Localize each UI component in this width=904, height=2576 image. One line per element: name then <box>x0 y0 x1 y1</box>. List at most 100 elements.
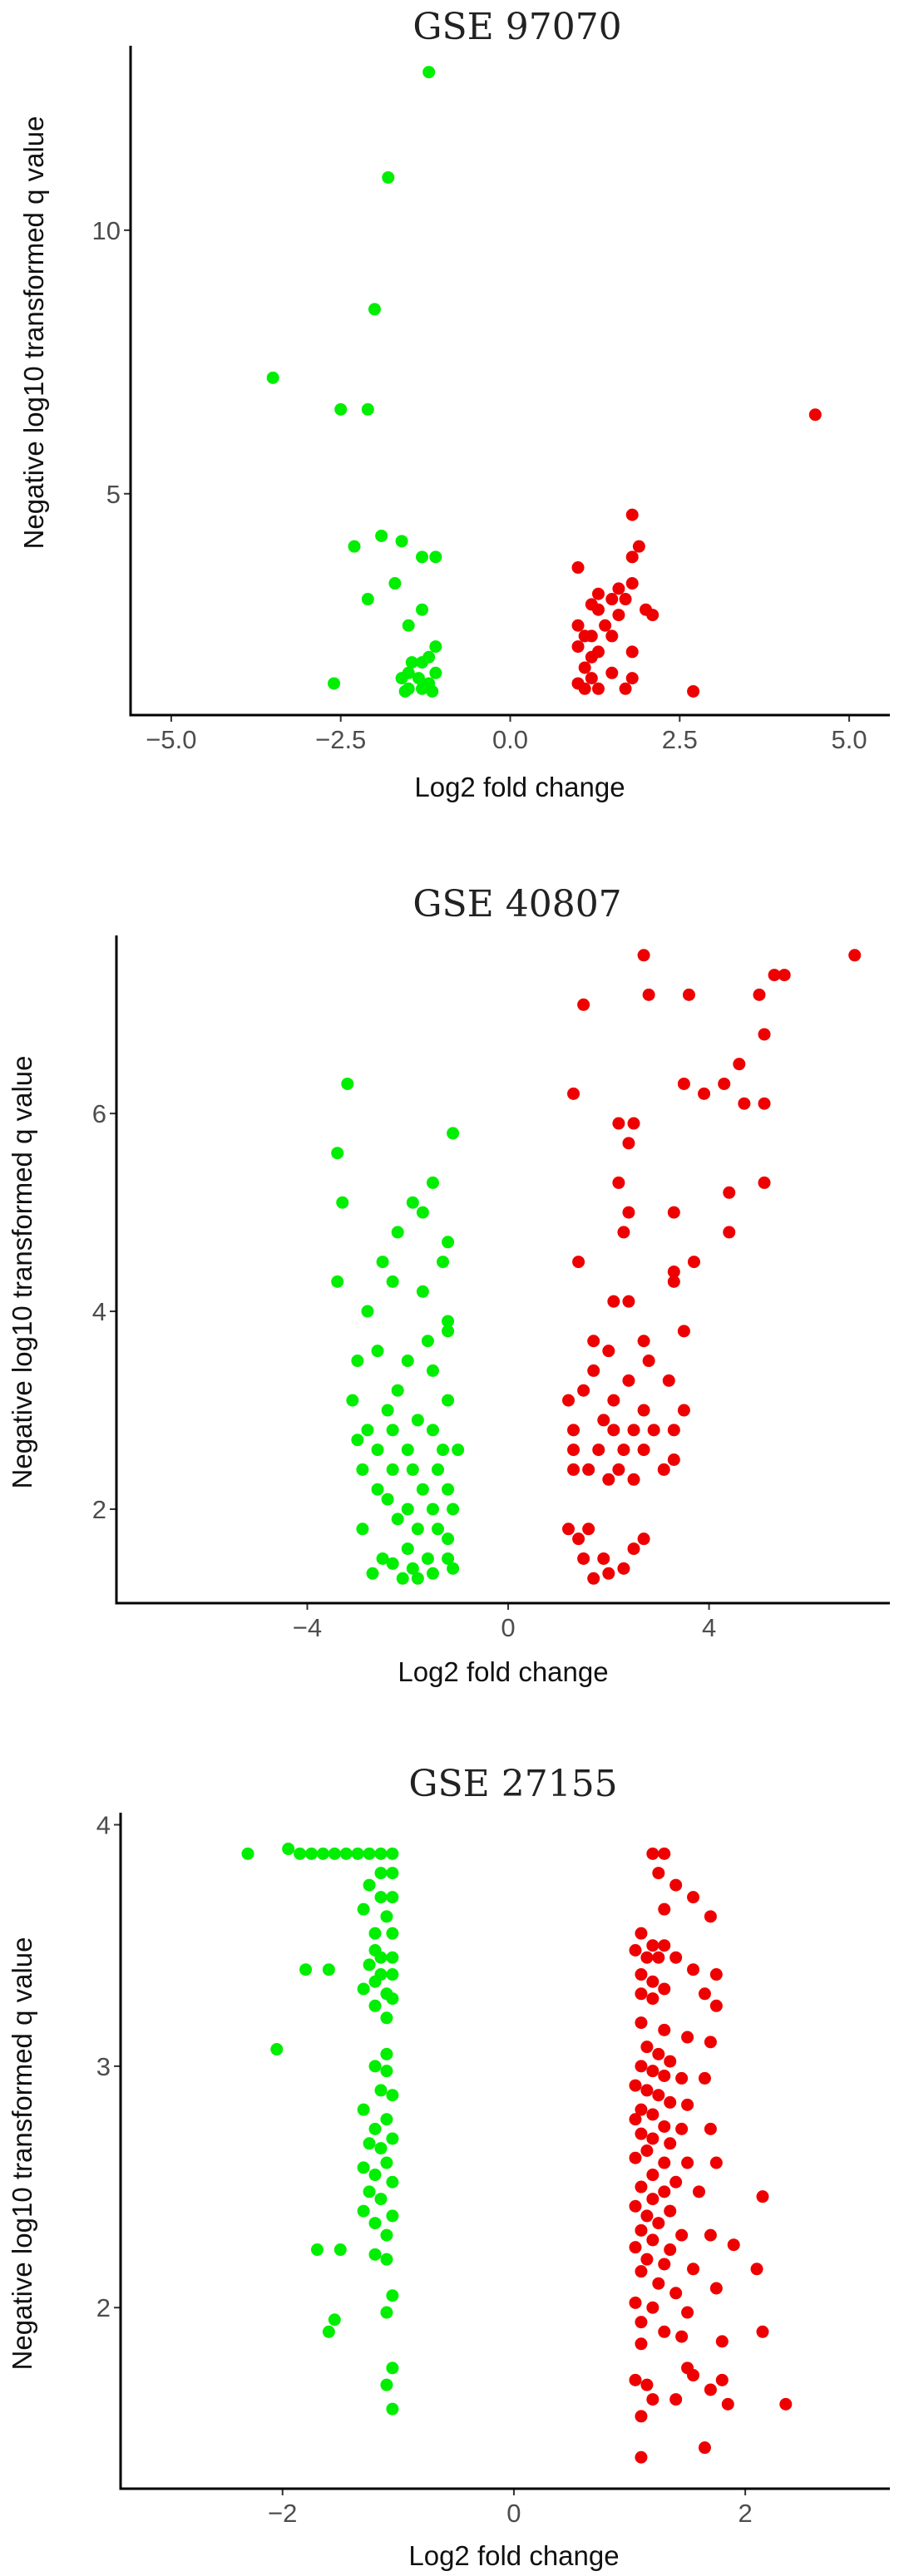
upregulated-point <box>587 1335 600 1348</box>
upregulated-point <box>629 2113 642 2126</box>
upregulated-point <box>698 2441 711 2455</box>
downregulated-point <box>351 1434 364 1447</box>
downregulated-point <box>386 1951 399 1964</box>
upregulated-point <box>727 2238 740 2252</box>
downregulated-point <box>366 1567 379 1580</box>
downregulated-point <box>386 1927 399 1940</box>
y-axis-label: Negative log10 transformed q value <box>7 1937 37 2371</box>
x-tick-label: 0 <box>501 1613 515 1642</box>
axis-lines <box>129 46 890 717</box>
downregulated-point <box>395 535 408 548</box>
downregulated-point <box>447 1562 460 1575</box>
upregulated-point <box>753 988 766 1001</box>
downregulated-point <box>386 1847 399 1860</box>
upregulated-point <box>635 2103 648 2116</box>
volcano-panel-gse40807: GSE 40807 Log2 fold change Negative log1… <box>7 883 890 1687</box>
downregulated-point <box>386 1557 399 1570</box>
upregulated-point <box>669 1951 683 1964</box>
upregulated-point <box>625 672 639 685</box>
upregulated-point <box>612 609 625 622</box>
upregulated-point <box>629 1944 642 1957</box>
downregulated-point <box>416 1206 429 1219</box>
upregulated-point <box>605 629 619 643</box>
upregulated-point <box>704 1910 717 1923</box>
downregulated-point <box>371 1483 384 1496</box>
upregulated-point <box>587 1572 600 1585</box>
upregulated-point <box>646 2065 659 2078</box>
downregulated-point <box>328 1847 341 1860</box>
upregulated-point <box>667 1206 680 1219</box>
upregulated-point <box>629 2296 642 2309</box>
upregulated-point <box>617 1562 630 1575</box>
downregulated-point <box>380 2065 393 2078</box>
downregulated-point <box>380 2306 393 2319</box>
upregulated-point <box>675 2228 689 2242</box>
downregulated-point <box>322 1963 335 1976</box>
downregulated-point <box>426 684 439 698</box>
upregulated-point <box>677 1404 690 1417</box>
upregulated-point <box>658 2023 671 2036</box>
upregulated-point <box>738 1097 751 1110</box>
downregulated-point <box>363 2185 376 2198</box>
downregulated-point <box>368 303 381 316</box>
upregulated-point <box>612 582 625 595</box>
upregulated-point <box>677 1077 690 1090</box>
upregulated-point <box>625 577 639 590</box>
downregulated-point <box>421 1552 434 1565</box>
downregulated-point <box>391 1384 404 1397</box>
downregulated-point <box>442 1552 455 1565</box>
downregulated-point <box>361 1424 374 1437</box>
upregulated-point <box>681 2156 694 2169</box>
downregulated-point <box>328 677 341 690</box>
downregulated-point <box>422 66 436 79</box>
upregulated-point <box>646 609 659 622</box>
downregulated-point <box>386 2402 399 2416</box>
downregulated-point <box>368 2122 382 2135</box>
downregulated-point <box>401 1503 414 1516</box>
downregulated-point <box>363 1847 376 1860</box>
upregulated-point <box>582 1522 595 1536</box>
downregulated-point <box>351 1355 364 1368</box>
upregulated-point <box>664 2055 677 2068</box>
downregulated-point <box>339 1847 353 1860</box>
upregulated-point <box>617 1443 630 1457</box>
y-tick-label: 6 <box>92 1099 106 1128</box>
upregulated-point <box>562 1522 575 1536</box>
downregulated-point <box>371 1345 384 1358</box>
upregulated-point <box>629 2079 642 2092</box>
upregulated-point <box>667 1275 680 1288</box>
upregulated-point <box>652 2089 665 2102</box>
upregulated-point <box>664 2204 677 2218</box>
downregulated-point <box>416 550 429 564</box>
upregulated-point <box>627 1542 640 1556</box>
downregulated-point <box>346 1394 359 1407</box>
downregulated-point <box>426 1424 439 1437</box>
upregulated-point <box>572 1256 585 1269</box>
downregulated-point <box>357 1902 370 1916</box>
upregulated-point <box>637 1532 650 1546</box>
upregulated-point <box>571 640 585 654</box>
downregulated-point <box>368 1975 382 1988</box>
upregulated-point <box>622 1137 635 1150</box>
upregulated-point <box>664 2243 677 2257</box>
upregulated-point <box>646 2132 659 2145</box>
y-tick-label: 4 <box>96 1811 111 1840</box>
downregulated-point <box>386 2175 399 2189</box>
upregulated-point <box>664 2095 677 2109</box>
upregulated-point <box>721 2397 734 2411</box>
downregulated-point <box>411 1522 424 1536</box>
downregulated-point <box>442 1394 455 1407</box>
downregulated-point <box>406 1562 419 1575</box>
x-tick-label: −2.5 <box>315 725 366 754</box>
upregulated-point <box>585 650 598 664</box>
downregulated-point <box>416 1285 429 1298</box>
downregulated-point <box>447 1503 460 1516</box>
upregulated-point <box>635 2265 648 2278</box>
downregulated-point <box>294 1847 307 1860</box>
downregulated-point <box>386 1867 399 1880</box>
downregulated-point <box>388 577 402 590</box>
upregulated-point <box>698 2071 711 2085</box>
upregulated-point <box>646 1847 659 1860</box>
upregulated-point <box>658 2325 671 2338</box>
upregulated-point <box>640 1951 654 1964</box>
